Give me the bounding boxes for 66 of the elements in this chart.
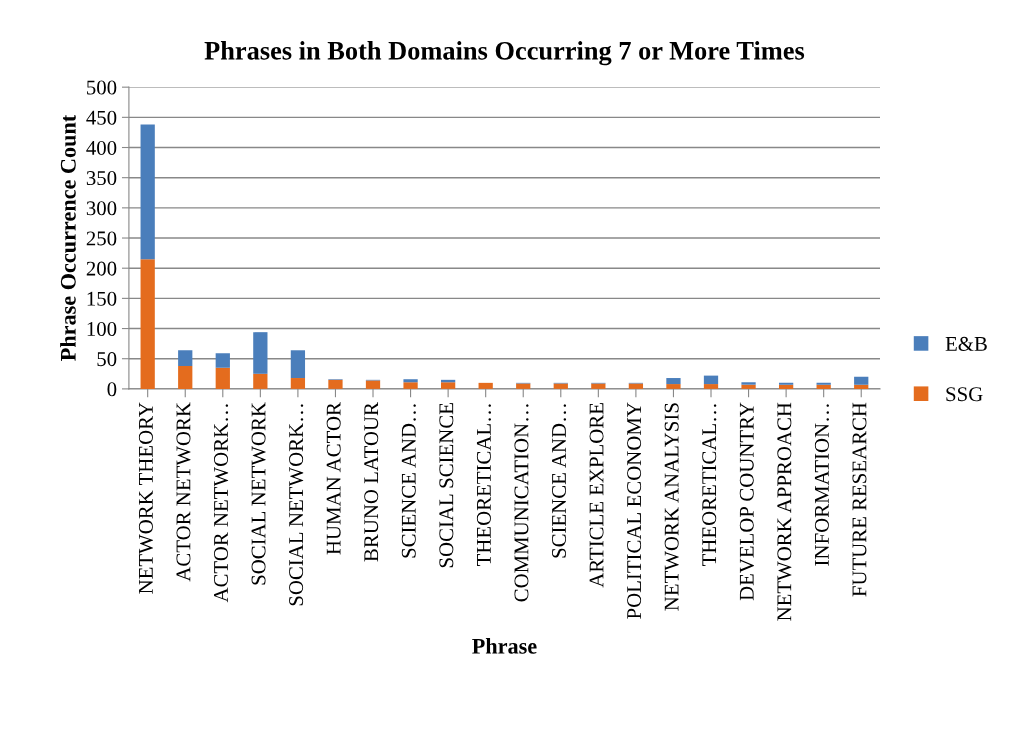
x-tick-label: SCIENCE AND…: [401, 404, 416, 558]
bar: [253, 332, 268, 374]
bar: [778, 384, 794, 389]
y-tick-label: 500: [87, 80, 117, 95]
x-tick-label: FUTURE RESEARCH: [852, 402, 867, 597]
bar: [741, 382, 756, 385]
y-tick-label: 200: [86, 261, 117, 276]
bar: [140, 259, 155, 389]
bar: [290, 350, 306, 379]
bar: [741, 384, 756, 389]
x-tick-label: SOCIAL NETWORK: [251, 402, 266, 585]
bar: [403, 379, 418, 383]
x-tick-label: DEVELOP COUNTRY: [739, 402, 754, 601]
x-tick-label: NETWORK APPROACH: [777, 402, 792, 621]
x-tick-label: SCIENCE AND…: [552, 404, 567, 558]
bar: [403, 382, 418, 389]
bar: [178, 350, 193, 366]
bar: [365, 380, 381, 389]
y-tick-label: 150: [87, 291, 117, 306]
x-tick-label: THEORETICAL…: [702, 404, 717, 567]
y-axis-title: Phrase Occurrence Count: [60, 114, 76, 361]
bar: [178, 365, 193, 389]
bar: [854, 384, 869, 389]
bar: [816, 384, 831, 389]
x-tick-label: ARTICLE EXPLORE: [589, 403, 604, 588]
chart-title: Phrases in Both Domains Occurring 7 or More Times: [204, 41, 805, 66]
x-tick-label: COMMUNICATION…: [514, 404, 529, 602]
bar: [666, 378, 681, 385]
bar: [553, 383, 568, 389]
legend-label: E&B: [945, 336, 987, 351]
x-tick-label: BRUNO LATOUR: [364, 402, 379, 562]
x-tick-label: SOCIAL NETWORK…: [289, 404, 304, 606]
x-tick-label: POLITICAL ECONOMY: [627, 402, 642, 619]
bar: [703, 384, 719, 389]
bar: [253, 373, 268, 389]
y-tick-label: 400: [86, 140, 117, 155]
bar: [516, 383, 531, 389]
x-tick-label: SOCIAL SCIENCE: [439, 403, 454, 568]
bar: [591, 383, 606, 389]
x-tick-label: HUMAN ACTOR: [326, 402, 341, 555]
bar: [666, 384, 681, 389]
x-tick-label: NETWORK ANALYSIS: [664, 403, 679, 611]
x-tick-label: INFORMATION…: [814, 404, 829, 566]
y-tick-label: 0: [107, 382, 117, 397]
x-tick-label: THEORETICAL…: [476, 404, 491, 567]
bar: [440, 382, 456, 389]
bar: [854, 376, 869, 385]
y-tick-label: 350: [86, 171, 117, 186]
y-tick-label: 250: [86, 231, 117, 246]
bar: [703, 375, 719, 385]
legend-label: SSG: [946, 387, 983, 402]
y-tick-label: 50: [97, 352, 117, 367]
x-tick-label: NETWORK THEORY: [138, 402, 154, 594]
x-axis-title: Phrase: [472, 638, 537, 654]
x-tick-label: ACTOR NETWORK: [176, 402, 191, 582]
bar: [140, 124, 155, 260]
bar: [215, 353, 230, 368]
bar: [328, 379, 343, 389]
y-tick-label: 300: [86, 201, 117, 216]
y-tick-label: 100: [87, 321, 117, 336]
bar: [215, 367, 230, 389]
bar: [290, 378, 306, 389]
x-tick-label: ACTOR NETWORK…: [214, 404, 229, 603]
y-tick-label: 450: [86, 110, 117, 125]
bar: [628, 383, 644, 389]
bar: [478, 382, 493, 389]
